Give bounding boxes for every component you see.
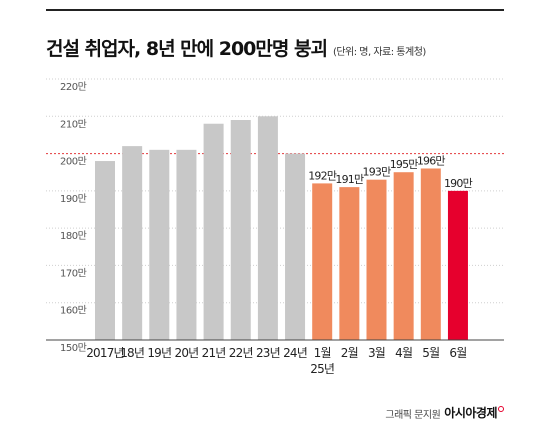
y-tick-label: 200만 [60, 156, 87, 168]
publisher-brand: 아시아경제 [444, 406, 497, 420]
y-tick-label: 170만 [60, 267, 87, 279]
bar [176, 149, 197, 340]
x-sub-label: 25년 [310, 362, 334, 376]
x-tick-label: 2017년 [86, 346, 124, 360]
bar [95, 161, 115, 340]
x-tick-label: 2월 [341, 346, 358, 360]
x-tick-label: 23년 [256, 346, 280, 360]
y-tick-label: 160만 [60, 305, 87, 317]
y-tick-label: 190만 [60, 193, 87, 205]
x-tick-label: 6월 [449, 346, 466, 360]
bar [366, 179, 387, 340]
footer: 그래픽 문지원 아시아경제 [385, 404, 504, 421]
bar [312, 183, 333, 340]
data-label: 190만 [444, 177, 473, 190]
data-label: 192만 [308, 169, 337, 182]
y-tick-label: 180만 [60, 230, 87, 242]
y-tick-label: 210만 [60, 118, 87, 130]
bar [149, 149, 170, 340]
y-tick-label: 220만 [60, 81, 87, 93]
chart-title: 건설 취업자, 8년 만에 200만명 붕괴 [46, 38, 328, 60]
bar [339, 187, 360, 340]
x-tick-label: 24년 [283, 346, 307, 360]
x-tick-label: 4월 [395, 346, 412, 360]
x-tick-label: 1월 [314, 346, 331, 360]
graphic-credit: 그래픽 문지원 [385, 410, 441, 421]
x-tick-label: 18년 [120, 346, 144, 360]
data-label: 195만 [390, 158, 419, 171]
data-label: 193만 [363, 166, 392, 179]
x-tick-label: 19년 [147, 346, 171, 360]
x-tick-label: 21년 [202, 346, 226, 360]
bar [203, 123, 224, 340]
brand-mark-icon [498, 406, 504, 412]
bar [230, 120, 251, 340]
x-tick-label: 5월 [422, 346, 439, 360]
unit-note: (단위: 명, 자료: 통계청) [332, 47, 426, 58]
bar [420, 168, 441, 340]
bar [393, 172, 414, 340]
title-row: 건설 취업자, 8년 만에 200만명 붕괴 (단위: 명, 자료: 통계청) [46, 34, 426, 61]
bar [447, 190, 468, 340]
x-tick-label: 3월 [368, 346, 385, 360]
x-tick-label: 22년 [229, 346, 253, 360]
y-tick-label: 150만 [60, 342, 87, 354]
bar [285, 153, 306, 340]
bar [257, 116, 278, 341]
data-label: 191만 [335, 173, 364, 186]
top-rule [46, 9, 504, 11]
data-label: 196만 [417, 154, 446, 167]
x-tick-label: 20년 [174, 346, 198, 360]
bar [122, 146, 143, 340]
